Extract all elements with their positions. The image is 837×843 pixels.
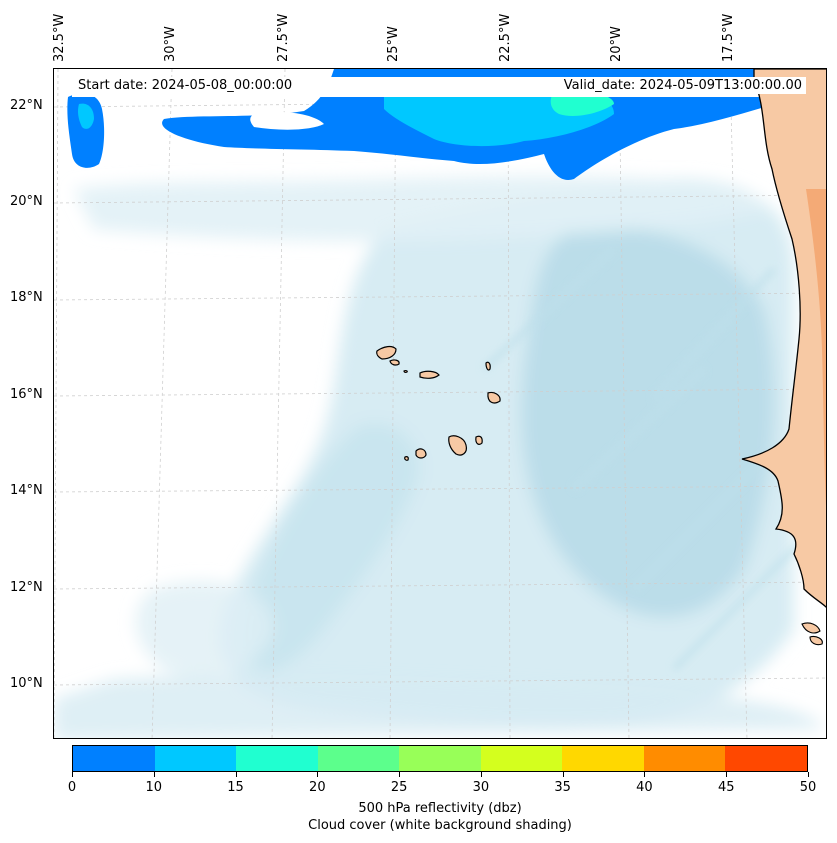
- colorbar-segment-1: [154, 746, 237, 771]
- colorbar-segment-3: [317, 746, 400, 771]
- reflectivity-colorbar: [72, 745, 808, 772]
- colorbar-tick: [644, 772, 646, 777]
- colorbar-segment-5: [480, 746, 563, 771]
- colorbar-segment-4: [399, 746, 481, 771]
- cape-verde-islands: [376, 345, 501, 461]
- colorbar-segment-8: [725, 746, 807, 771]
- colorbar-tick-label: 15: [227, 780, 244, 795]
- colorbar-tick: [153, 772, 155, 777]
- colorbar-subtitle: Cloud cover (white background shading): [308, 818, 572, 833]
- colorbar-tick-label: 25: [390, 780, 408, 795]
- colorbar-title: 500 hPa reflectivity (dbz): [358, 801, 522, 816]
- cloud-streaks: [481, 246, 817, 672]
- colorbar-tick: [317, 772, 319, 777]
- colorbar-tick-label: 0: [67, 780, 77, 795]
- lon-label-22-5w: 22.5°W: [498, 13, 513, 62]
- lon-label-25w: 25°W: [386, 26, 401, 62]
- cloud-cover-shading: [54, 176, 824, 738]
- colorbar-segment-0: [73, 746, 155, 771]
- map-canvas: [54, 69, 826, 738]
- lat-label-18n: 18°N: [10, 290, 43, 305]
- lat-label-20n: 20°N: [10, 194, 43, 209]
- map-panel[interactable]: Start date: 2024-05-08_00:00:00 Valid_da…: [53, 68, 827, 739]
- colorbar-segment-6: [562, 746, 644, 771]
- colorbar-segment-2: [236, 746, 318, 771]
- colorbar-tick-label: 35: [554, 780, 571, 795]
- colorbar-tick: [72, 772, 73, 777]
- lon-label-30w: 30°W: [163, 26, 178, 62]
- lat-label-16n: 16°N: [10, 387, 43, 402]
- lon-label-32-5w: 32.5°W: [52, 13, 67, 62]
- graticule: [54, 69, 826, 738]
- colorbar-tick-label: 50: [799, 780, 817, 795]
- colorbar-tick: [726, 772, 728, 777]
- lon-label-20w: 20°W: [609, 26, 624, 62]
- lat-label-12n: 12°N: [10, 580, 43, 595]
- lat-label-22n: 22°N: [10, 98, 43, 113]
- start-date-label: Start date: 2024-05-08_00:00:00: [74, 77, 297, 94]
- colorbar-tick-label: 20: [309, 780, 326, 795]
- lon-label-27-5w: 27.5°W: [276, 13, 291, 62]
- colorbar-tick: [480, 772, 482, 777]
- colorbar-segment-7: [643, 746, 726, 771]
- valid-date-label: Valid_date: 2024-05-09T13:00:00.00: [559, 77, 806, 94]
- lat-label-14n: 14°N: [10, 483, 43, 498]
- colorbar-tick-label: 10: [145, 780, 163, 795]
- colorbar-tick-label: 40: [636, 780, 653, 795]
- colorbar-tick: [399, 772, 401, 777]
- colorbar-tick-label: 45: [717, 780, 735, 795]
- colorbar-tick: [235, 772, 237, 777]
- colorbar-tick: [562, 772, 564, 777]
- colorbar-tick-label: 30: [472, 780, 490, 795]
- colorbar-tick: [808, 772, 809, 777]
- lat-label-10n: 10°N: [10, 676, 43, 691]
- lon-label-17-5w: 17.5°W: [721, 13, 736, 62]
- africa-coast: [741, 69, 826, 646]
